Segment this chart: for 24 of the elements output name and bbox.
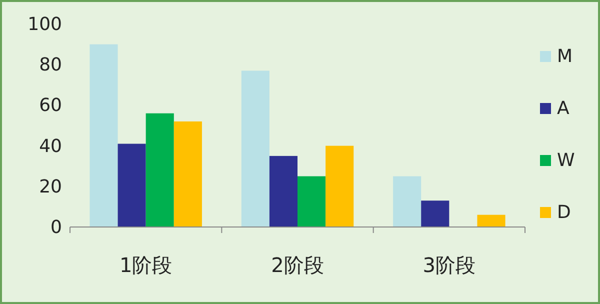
x-tick-label: 3阶段: [422, 253, 476, 277]
legend-label: D: [557, 202, 571, 223]
bar: [298, 176, 326, 227]
bar: [241, 70, 270, 227]
bar: [118, 144, 146, 227]
x-tick-label: 2阶段: [271, 253, 324, 277]
y-tick-label: 60: [39, 95, 62, 116]
y-tick-label: 20: [39, 176, 62, 198]
legend-label: W: [557, 150, 575, 171]
bar: [269, 156, 298, 227]
x-tick-label: 1阶段: [119, 253, 172, 277]
legend-label: M: [557, 46, 573, 67]
y-tick-label: 80: [39, 54, 62, 76]
bar: [421, 200, 450, 227]
bar: [146, 113, 174, 227]
y-tick-label: 100: [28, 14, 62, 35]
bar: [477, 214, 506, 227]
legend-label: A: [557, 98, 570, 119]
bar: [174, 121, 202, 227]
y-tick-label: 0: [50, 217, 62, 238]
bar: [90, 44, 118, 227]
bar: [326, 146, 354, 227]
y-tick-label: 40: [39, 136, 62, 157]
bar: [393, 176, 422, 227]
